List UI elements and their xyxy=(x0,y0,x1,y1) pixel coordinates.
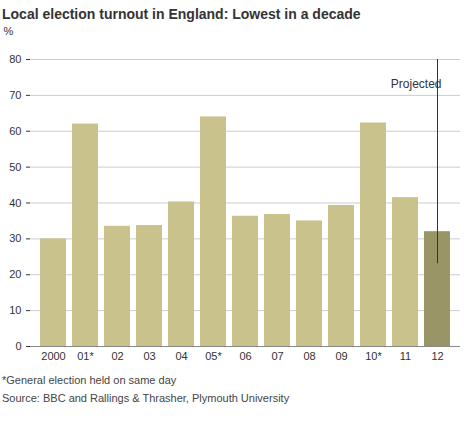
svg-text:0: 0 xyxy=(15,340,21,352)
html-text:Source: BBC and Rallings & Thr: Source: BBC and Rallings & Thrasher, Ply… xyxy=(2,392,290,404)
svg-text:06: 06 xyxy=(239,350,251,362)
svg-text:01*: 01* xyxy=(77,350,94,362)
svg-text:05*: 05* xyxy=(205,350,222,362)
svg-text:04: 04 xyxy=(175,350,187,362)
svg-text:%: % xyxy=(4,25,14,37)
svg-text:11: 11 xyxy=(400,350,411,362)
svg-text:Projected: Projected xyxy=(391,77,442,91)
svg-text:20: 20 xyxy=(9,268,21,280)
svg-text:12: 12 xyxy=(431,350,443,362)
svg-text:60: 60 xyxy=(9,125,21,137)
svg-text:40: 40 xyxy=(9,197,21,209)
svg-text:2000: 2000 xyxy=(41,350,65,362)
svg-text:02: 02 xyxy=(111,350,123,362)
svg-text:08: 08 xyxy=(303,350,315,362)
svg-text:07: 07 xyxy=(271,350,283,362)
svg-text:10: 10 xyxy=(9,304,21,316)
html-text:Local election turnout in Engl: Local election turnout in England: Lowes… xyxy=(2,6,361,22)
svg-text:70: 70 xyxy=(9,89,21,101)
svg-text:10*: 10* xyxy=(365,350,382,362)
svg-text:50: 50 xyxy=(9,161,21,173)
svg-text:09: 09 xyxy=(335,350,347,362)
svg-text:03: 03 xyxy=(143,350,155,362)
svg-text:30: 30 xyxy=(9,232,21,244)
svg-text:80: 80 xyxy=(9,53,21,65)
html-text:*General election held on same: *General election held on same day xyxy=(2,374,177,386)
